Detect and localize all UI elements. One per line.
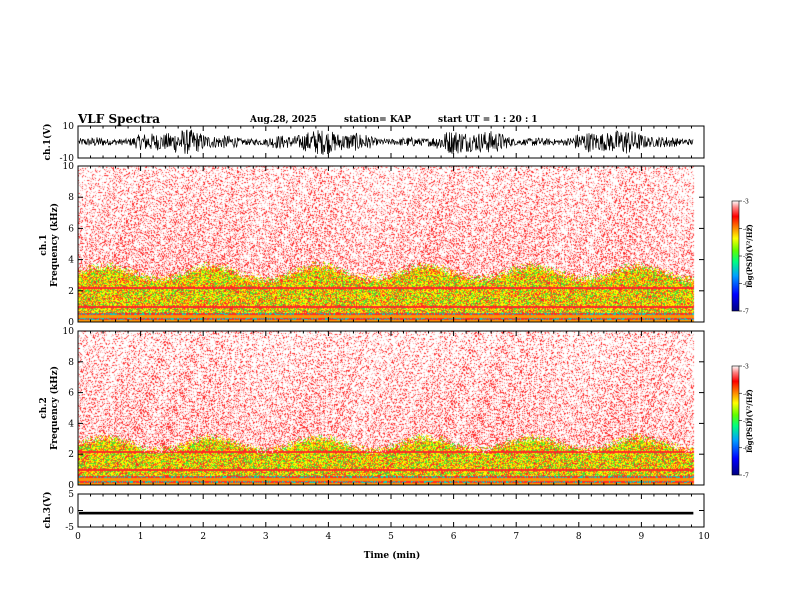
ch2-colorbar-tick-label: -6 xyxy=(743,445,749,452)
time-tick-label: 5 xyxy=(388,532,394,542)
ch2-spectrogram-ytick-label: 6 xyxy=(68,389,74,399)
ch2-spectrogram-ylabel-frequency: Frequency (kHz) xyxy=(49,366,60,450)
time-tick-label: 9 xyxy=(639,532,645,542)
date-label: Aug.28, 2025 xyxy=(250,115,317,125)
ch2-spectrogram-ytick-label: 10 xyxy=(63,327,75,337)
ch2-spectrogram-ylabel-channel: ch.2 xyxy=(39,397,49,418)
figure-title: VLF Spectra xyxy=(78,112,161,126)
ch2-spectrogram-heatmap xyxy=(78,331,704,485)
ch1-colorbar-tick-label: -5 xyxy=(743,254,749,261)
ch3-waveform-ytick-label: 0 xyxy=(68,507,74,517)
ch2-spectrogram-ytick-label: 2 xyxy=(68,450,74,460)
ch2-spectrogram-ytick-label: 4 xyxy=(68,419,74,429)
ch1-waveform-panel: 10 -10 xyxy=(60,122,705,164)
ch1-colorbar-tick-label: -7 xyxy=(743,309,749,316)
ch1-spectrogram-ylabel-frequency: Frequency (kHz) xyxy=(49,203,60,287)
time-tick-label: 7 xyxy=(513,532,519,542)
time-tick-label: 6 xyxy=(451,532,457,542)
time-tick-label: 1 xyxy=(138,532,144,542)
ch3-waveform-ytick-label: 5 xyxy=(68,490,74,500)
time-axis-label: Time (min) xyxy=(364,550,421,561)
ch3-waveform-ylabel: ch.3(V) xyxy=(42,492,53,529)
ch2-spectrogram-ytick-label: 0 xyxy=(68,481,74,491)
ch1-colorbar-tick-label: -4 xyxy=(743,226,749,233)
ch1-spectrogram-heatmap xyxy=(78,166,704,322)
ch1-colorbar-label: log(PSD)(V²/Hz) xyxy=(745,224,754,288)
start-time-label: start UT = 1 : 20 : 1 xyxy=(438,115,538,125)
ch1-colorbar-tick-label: -3 xyxy=(743,199,749,206)
ch1-spectrogram-ytick-label: 8 xyxy=(68,193,74,203)
ch2-spectrogram-ytick-label: 8 xyxy=(68,358,74,368)
ch1-waveform-ytick-label: 10 xyxy=(63,122,75,132)
ch2-colorbar-tick-label: -4 xyxy=(743,391,749,398)
ch2-colorbar-tick-label: -3 xyxy=(743,364,749,371)
time-tick-label: 10 xyxy=(698,532,710,542)
ch1-spectrogram-ylabel-channel: ch.1 xyxy=(39,234,49,255)
time-tick-label: 0 xyxy=(75,532,81,542)
ch1-colorbar-gradient xyxy=(731,200,740,312)
ch3-waveform-panel: 50-50 1 2 3 4 5 6 7 8 9 10 xyxy=(65,490,710,542)
ch1-waveform-ylabel: ch.1(V) xyxy=(42,124,53,161)
ch1-spectrogram-ytick-label: 2 xyxy=(68,287,74,297)
ch1-colorbar: -3 -4 -5 -6 -7 xyxy=(731,199,749,316)
ch1-waveform-ytick-label: -10 xyxy=(60,154,75,164)
ch1-spectrogram-ytick-label: 4 xyxy=(68,256,74,266)
ch3-waveform-series xyxy=(79,511,694,515)
time-tick-label: 3 xyxy=(263,532,269,542)
ch1-waveform-series xyxy=(78,129,694,155)
time-tick-label: 4 xyxy=(326,532,332,542)
time-tick-label: 2 xyxy=(200,532,206,542)
station-label: station= KAP xyxy=(344,115,412,125)
ch1-spectrogram-ytick-label: 6 xyxy=(68,224,74,234)
ch3-waveform-ytick-label: -5 xyxy=(65,523,74,533)
ch2-colorbar-tick-label: -7 xyxy=(743,473,749,480)
ch2-colorbar: -3 -4 -5 -6 -7 xyxy=(731,364,749,480)
ch1-spectrogram-ytick-label: 10 xyxy=(63,162,75,172)
ch2-spectrogram-panel: 0 2 4 6 8 10 xyxy=(63,327,705,491)
ch1-colorbar-tick-label: -6 xyxy=(743,281,749,288)
ch1-spectrogram-panel: 0 2 4 6 8 10 xyxy=(63,162,705,328)
ch2-colorbar-tick-label: -5 xyxy=(743,418,749,425)
ch1-spectrogram-ytick-label: 0 xyxy=(68,318,74,328)
time-tick-label: 8 xyxy=(576,532,582,542)
ch2-colorbar-label: log(PSD)(V²/Hz) xyxy=(745,389,754,453)
ch2-colorbar-gradient xyxy=(731,365,740,476)
